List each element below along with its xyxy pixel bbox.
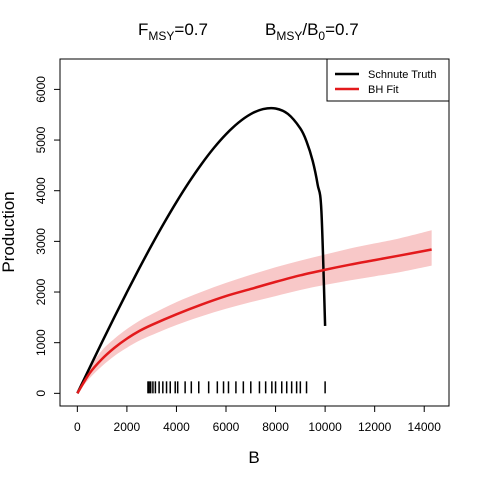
x-axis: 0 2000 4000 6000 8000 10000 12000 14000 xyxy=(74,405,442,434)
x-axis-label: B xyxy=(248,448,259,467)
y-axis: 0 1000 2000 3000 4000 5000 6000 xyxy=(34,76,61,397)
x-tick-label: 2000 xyxy=(114,420,141,434)
y-tick-label: 1000 xyxy=(34,329,48,356)
title-bmsy-b0: BMSY/B0=0.7 xyxy=(265,20,359,43)
y-axis-label: Production xyxy=(0,191,18,272)
y-tick-label: 4000 xyxy=(34,177,48,204)
series-layer xyxy=(76,106,432,394)
x-tick-label: 4000 xyxy=(163,420,190,434)
y-tick-label: 0 xyxy=(34,390,48,397)
confidence-band-layer xyxy=(77,230,432,394)
x-tick-label: 8000 xyxy=(262,420,289,434)
y-tick-label: 6000 xyxy=(34,76,48,103)
rug-layer xyxy=(147,381,326,394)
x-tick-label: 0 xyxy=(74,420,81,434)
bh-fit-line xyxy=(76,248,432,394)
legend-label-schnute: Schnute Truth xyxy=(368,69,437,81)
x-tick-label: 6000 xyxy=(213,420,240,434)
title-fmsy: FMSY=0.7 xyxy=(138,20,208,43)
y-tick-label: 2000 xyxy=(34,278,48,305)
x-tick-label: 10000 xyxy=(308,420,342,434)
legend-box xyxy=(326,58,450,102)
chart-title: FMSY=0.7 BMSY/B0=0.7 xyxy=(138,20,359,43)
x-tick-label: 12000 xyxy=(358,420,392,434)
bh-fit-confidence-band xyxy=(77,230,432,394)
y-tick-label: 3000 xyxy=(34,228,48,255)
y-tick-label: 5000 xyxy=(34,126,48,153)
legend: Schnute Truth BH Fit xyxy=(326,58,450,102)
legend-label-bh-fit: BH Fit xyxy=(368,84,399,96)
x-tick-label: 14000 xyxy=(408,420,442,434)
schnute-truth-line xyxy=(76,106,327,394)
